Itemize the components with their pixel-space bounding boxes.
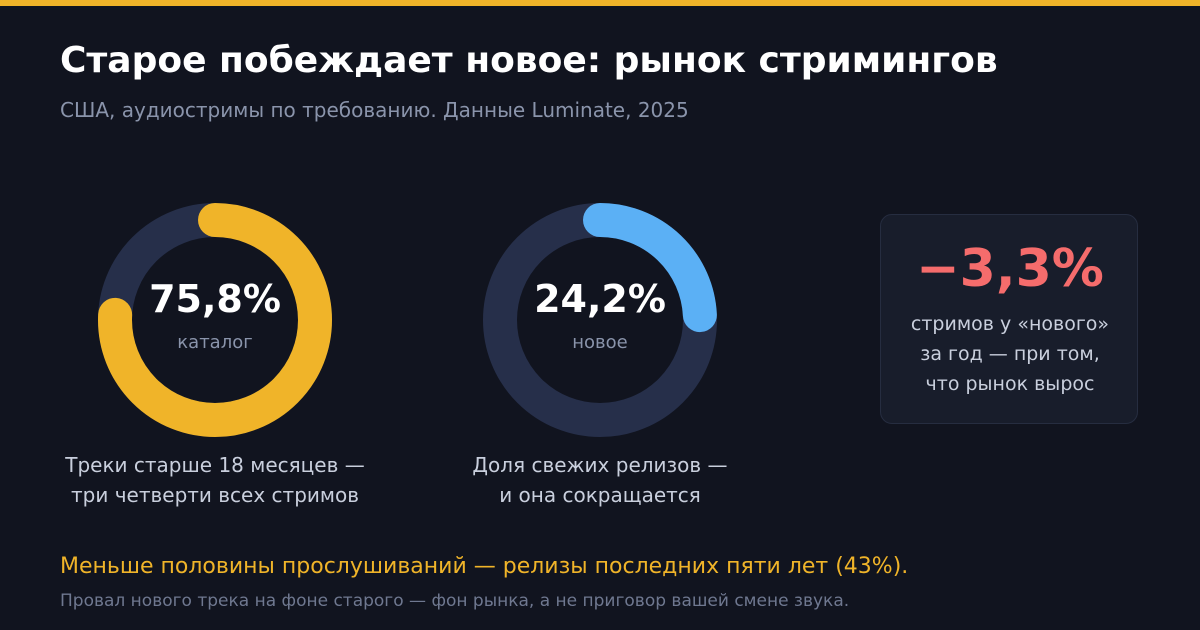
yearly-change-text-line-1: стримов у «нового» <box>910 313 1110 335</box>
catalog-caption-line-1: Треки старше 18 месяцев — <box>65 453 365 477</box>
top-accent-bar <box>0 0 1200 6</box>
new-releases-donut-svg <box>483 203 717 437</box>
new-releases-donut-arc <box>483 203 717 437</box>
yearly-change-card: −3,3% стримов у «нового» за год — при то… <box>880 214 1138 424</box>
page-title: Старое побеждает новое: рынок стримингов <box>60 40 998 81</box>
new-releases-caption: Доля свежих релизов — и она сокращается <box>400 450 800 510</box>
yearly-change-text-line-2: за год — при том, <box>920 343 1100 365</box>
new-releases-caption-line-1: Доля свежих релизов — <box>472 453 728 477</box>
catalog-donut-svg <box>98 203 332 437</box>
new-releases-share-value: 24,2% <box>534 277 666 321</box>
catalog-donut-arc <box>98 203 332 437</box>
yearly-change-text-line-3: что рынок вырос <box>925 373 1095 395</box>
catalog-caption-line-2: три четверти всех стримов <box>71 483 359 507</box>
new-releases-caption-line-2: и она сокращается <box>499 483 701 507</box>
new-releases-donut-chart: 24,2% новое <box>465 185 735 455</box>
footer-highlight: Меньше половины прослушиваний — релизы п… <box>60 554 909 579</box>
catalog-share-value: 75,8% <box>149 277 281 321</box>
catalog-donut-chart: 75,8% каталог <box>80 185 350 455</box>
catalog-caption: Треки старше 18 месяцев — три четверти в… <box>15 450 415 510</box>
new-releases-share-label: новое <box>572 332 628 353</box>
footer-note: Провал нового трека на фоне старого — фо… <box>60 591 850 611</box>
page-subtitle: США, аудиостримы по требованию. Данные L… <box>60 98 689 122</box>
yearly-change-text: стримов у «нового» за год — при том, что… <box>881 309 1139 399</box>
catalog-share-label: каталог <box>177 332 253 353</box>
yearly-change-value: −3,3% <box>916 239 1104 299</box>
